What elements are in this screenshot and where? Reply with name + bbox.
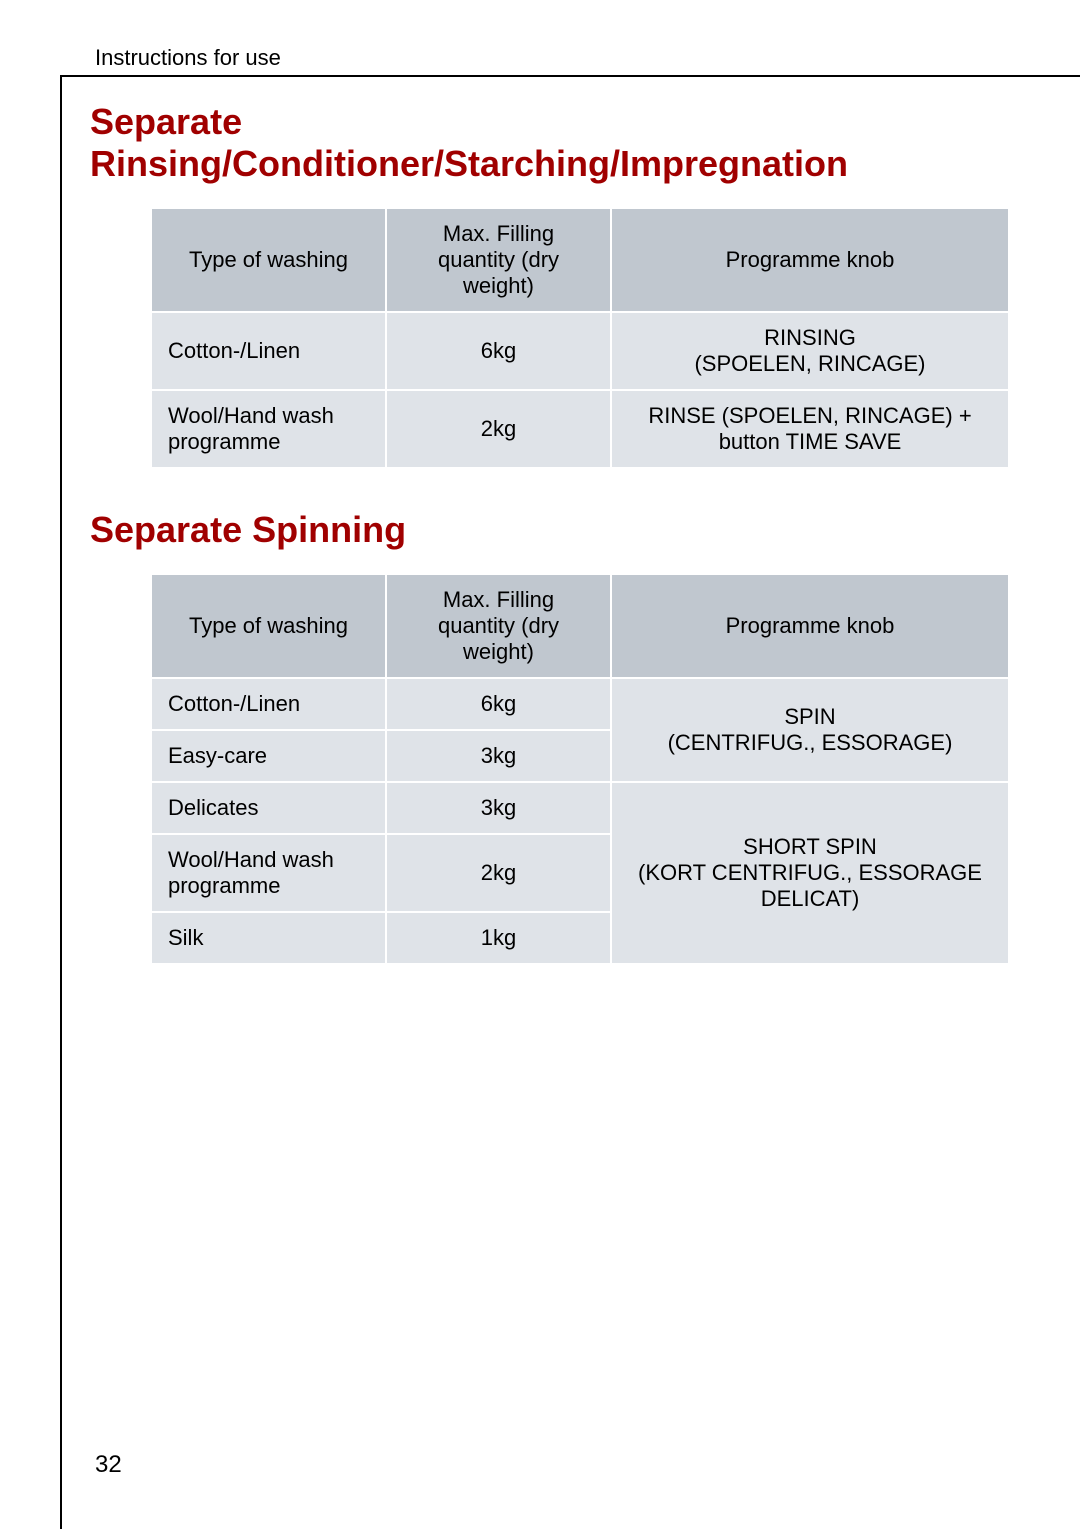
page-number: 32: [95, 1451, 122, 1479]
th-prog: Programme knob: [611, 574, 1009, 678]
cell-qty: 3kg: [386, 730, 611, 782]
cell-type: Cotton-/Linen: [151, 312, 386, 390]
table-header-row: Type of washing Max. Filling quantity (d…: [151, 574, 1009, 678]
th-type: Type of washing: [151, 574, 386, 678]
cell-qty: 2kg: [386, 834, 611, 912]
cell-qty: 2kg: [386, 390, 611, 468]
cell-type: Easy-care: [151, 730, 386, 782]
page: Instructions for use Separate Rinsing/Co…: [0, 0, 1080, 1529]
table-row: Delicates 3kg SHORT SPIN (KORT CENTRIFUG…: [151, 782, 1009, 834]
table-rinsing: Type of washing Max. Filling quantity (d…: [150, 207, 1010, 469]
table-spinning: Type of washing Max. Filling quantity (d…: [150, 573, 1010, 965]
cell-qty: 1kg: [386, 912, 611, 964]
th-prog: Programme knob: [611, 208, 1009, 312]
table-header-row: Type of washing Max. Filling quantity (d…: [151, 208, 1009, 312]
cell-type: Silk: [151, 912, 386, 964]
cell-prog-group2: SHORT SPIN (KORT CENTRIFUG., ESSORAGE DE…: [611, 782, 1009, 964]
cell-qty: 3kg: [386, 782, 611, 834]
cell-prog: RINSE (SPOELEN, RINCAGE) + button TIME S…: [611, 390, 1009, 468]
section-title-spinning: Separate Spinning: [90, 509, 990, 551]
th-qty: Max. Filling quantity (dry weight): [386, 574, 611, 678]
cell-qty: 6kg: [386, 312, 611, 390]
table-row: Wool/Hand wash programme 2kg RINSE (SPOE…: [151, 390, 1009, 468]
cell-prog: RINSING (SPOELEN, RINCAGE): [611, 312, 1009, 390]
cell-type: Wool/Hand wash programme: [151, 390, 386, 468]
cell-qty: 6kg: [386, 678, 611, 730]
header-breadcrumb: Instructions for use: [95, 45, 1020, 71]
th-type: Type of washing: [151, 208, 386, 312]
th-qty: Max. Filling quantity (dry weight): [386, 208, 611, 312]
table-row: Cotton-/Linen 6kg SPIN (CENTRIFUG., ESSO…: [151, 678, 1009, 730]
table-row: Cotton-/Linen 6kg RINSING (SPOELEN, RINC…: [151, 312, 1009, 390]
cell-type: Cotton-/Linen: [151, 678, 386, 730]
content: Separate Rinsing/Conditioner/Starching/I…: [60, 71, 1020, 965]
cell-type: Delicates: [151, 782, 386, 834]
cell-prog-group1: SPIN (CENTRIFUG., ESSORAGE): [611, 678, 1009, 782]
section-title-rinsing: Separate Rinsing/Conditioner/Starching/I…: [90, 101, 990, 185]
cell-type: Wool/Hand wash programme: [151, 834, 386, 912]
